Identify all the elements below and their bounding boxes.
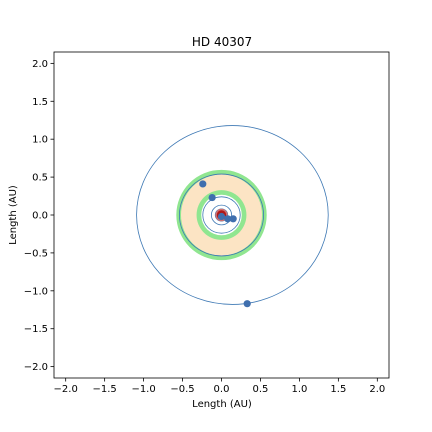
planet-3 [229,215,237,223]
x-tick-label-8: 1.5 [330,384,346,395]
orbit-5 [179,173,264,257]
plot-content [136,125,329,308]
x-tick-label-3: −1.0 [131,384,155,395]
y-tick-label-1: −2.0 [24,362,48,373]
x-axis-label: Length (AU) [192,399,252,410]
y-tick-label-7: 1.0 [32,135,48,146]
y-tick-label-5: 0.0 [32,211,48,222]
planet-4 [208,193,216,202]
x-tick-label-4: −0.5 [170,384,194,395]
y-tick-label-3: −1.0 [24,286,48,297]
planet-6 [243,300,251,308]
planet-5 [199,180,207,188]
y-tick-label-2: −1.5 [24,324,48,335]
y-tick-label-6: 0.5 [32,173,48,184]
habitable-zone-conservative [180,174,263,256]
orbit-6 [136,125,329,305]
planet-2 [224,215,232,223]
axes: −2.0 −1.5 −1.0 −0.5 0.0 0.5 1.0 1.5 2.0 −2.0 −1.5 −… [24,51,390,395]
y-tick-label-8: 1.5 [32,97,48,108]
orbit-3 [210,204,233,226]
chart-title: HD 40307 [192,35,252,49]
x-tick-label-2: −1.5 [92,384,116,395]
plot-area [136,125,329,308]
planet-1 [217,212,226,221]
x-tick-label-1: −2.0 [54,384,78,395]
y-tick-label-4: −0.5 [24,248,48,259]
x-tick-label-9: 2.0 [369,384,385,395]
y-axis-label: Length (AU) [8,185,19,245]
x-tick-label-6: 0.5 [253,384,269,395]
x-tick-label-5: 0.0 [214,384,230,395]
orbit-4 [202,196,241,234]
x-tick-label-7: 1.0 [291,384,307,395]
y-tick-label-9: 2.0 [32,59,48,70]
